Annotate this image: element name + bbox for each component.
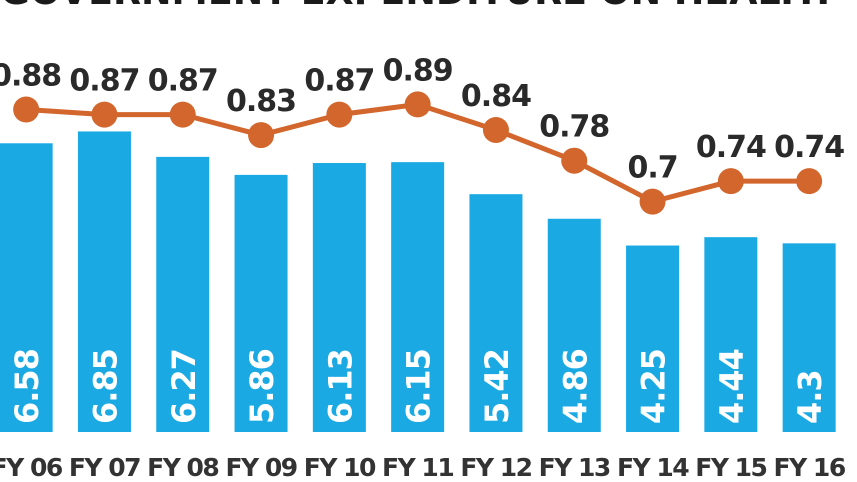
line-value-label: 0.84 — [461, 79, 531, 114]
line-point — [326, 101, 353, 128]
x-tick-label: FY 12 — [460, 453, 531, 482]
line-value-label: 0.74 — [774, 130, 844, 165]
x-tick-label: FY 09 — [225, 453, 296, 482]
bar — [234, 174, 288, 432]
bar — [0, 143, 53, 433]
bar-value-label: 4.3 — [791, 370, 829, 424]
bar — [391, 162, 445, 432]
line-value-label: 0.83 — [226, 84, 296, 119]
line-point — [248, 122, 275, 149]
bar — [312, 163, 366, 432]
line-point — [796, 168, 823, 195]
line-value-label: 0.87 — [69, 64, 139, 99]
x-tick-label: FY 16 — [774, 453, 846, 482]
bar-value-label: 4.44 — [713, 349, 751, 424]
bar-value-label: 6.15 — [400, 349, 438, 424]
bar — [77, 131, 131, 432]
bar-value-label: 6.13 — [321, 349, 359, 424]
line-point — [561, 147, 588, 174]
line-point — [91, 101, 118, 128]
bar-value-label: 5.42 — [478, 349, 516, 424]
bar-value-label: 5.86 — [243, 349, 281, 424]
bar — [547, 218, 601, 432]
line-point — [169, 101, 196, 128]
bar — [782, 243, 836, 432]
line-value-label: 0.89 — [383, 53, 453, 88]
x-tick-label: FY 13 — [539, 453, 610, 482]
x-tick-label: FY 14 — [617, 453, 689, 482]
line-value-label: 0.78 — [539, 110, 609, 145]
x-tick-label: FY 10 — [304, 453, 376, 482]
x-tick-label: FY 11 — [382, 453, 453, 482]
bar-value-label: 4.86 — [556, 349, 594, 424]
bar — [469, 194, 523, 432]
line-value-label: 0.88 — [0, 59, 61, 94]
line-value-label: 0.74 — [696, 130, 766, 165]
bar — [704, 237, 758, 432]
bar — [626, 245, 680, 432]
x-tick-label: FY 08 — [147, 453, 218, 482]
x-tick-label: FY 07 — [69, 453, 140, 482]
line-point — [717, 168, 744, 195]
line-value-label: 0.7 — [627, 151, 677, 186]
chart-title: GOVERNMENT EXPENDITURE ON HEALTH — [0, 0, 830, 13]
line-point — [482, 116, 509, 143]
bar-value-label: 4.25 — [635, 349, 673, 424]
line-point — [13, 96, 40, 123]
bar-value-label: 6.27 — [165, 349, 203, 424]
bar-value-label: 6.85 — [86, 349, 124, 424]
x-tick-label: FY 06 — [0, 453, 63, 482]
line-value-label: 0.87 — [304, 64, 374, 99]
bar-value-label: 6.58 — [8, 349, 46, 424]
line-point — [639, 188, 666, 215]
line-point — [404, 91, 431, 118]
line-value-label: 0.87 — [148, 64, 218, 99]
bar — [156, 156, 210, 432]
x-tick-label: FY 15 — [695, 453, 766, 482]
